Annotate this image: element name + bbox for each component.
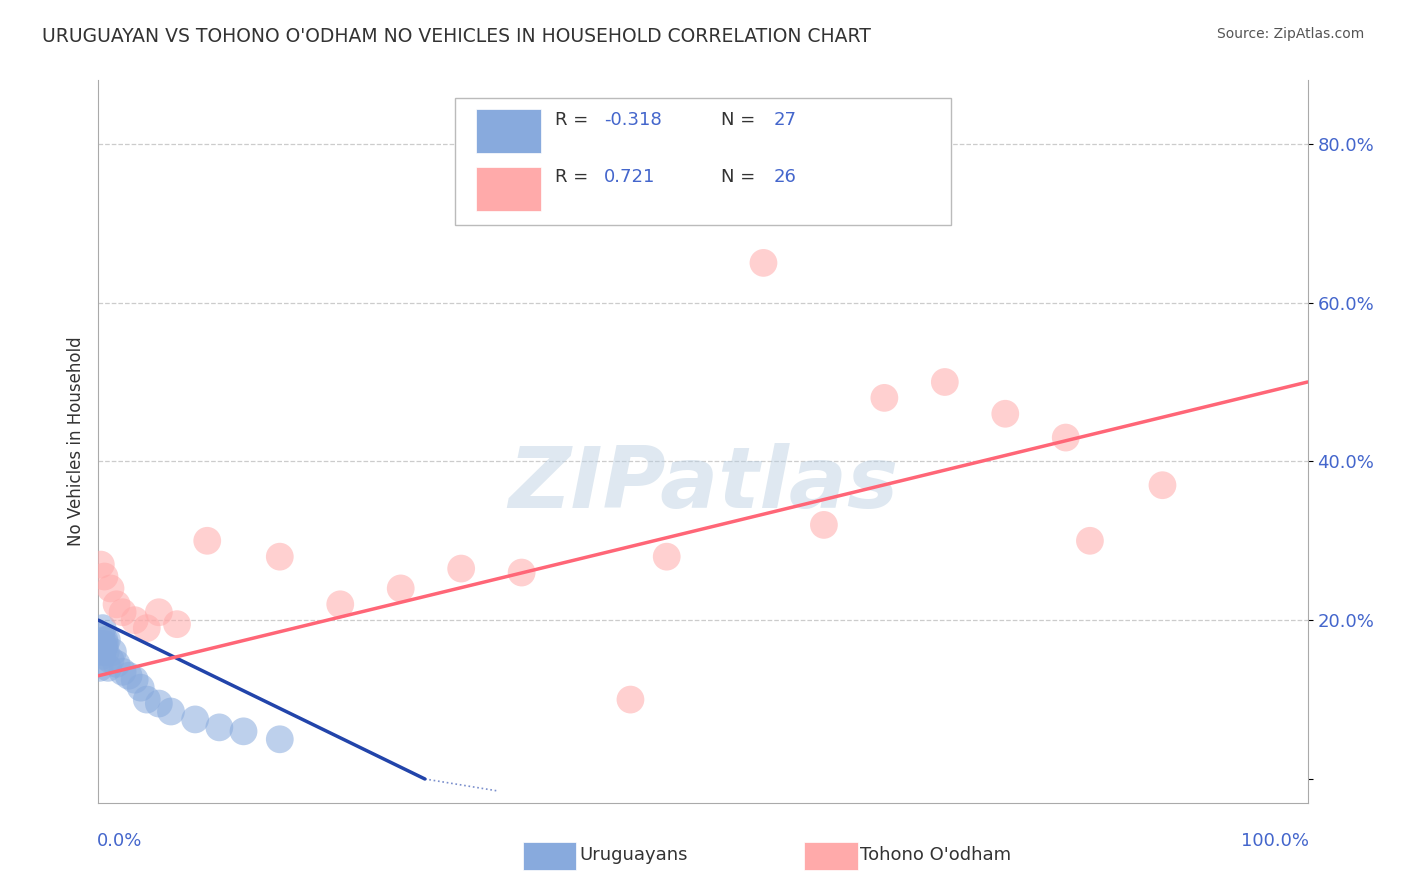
Point (91, 637, 114, 651)
Point (96, 633, 118, 648)
Y-axis label: No Vehicles in Household: No Vehicles in Household (66, 336, 84, 547)
Point (619, 692, 641, 706)
Point (135, 621, 157, 635)
Text: 0.721: 0.721 (603, 169, 655, 186)
Point (195, 533, 218, 548)
Point (1078, 533, 1101, 548)
Point (329, 597, 352, 611)
Point (135, 692, 157, 706)
FancyBboxPatch shape (456, 98, 950, 225)
Text: N =: N = (721, 111, 761, 128)
Text: 100.0%: 100.0% (1240, 832, 1309, 850)
Point (148, 605, 170, 619)
Text: Tohono O'odham: Tohono O'odham (860, 847, 1011, 864)
Point (232, 724, 254, 739)
Point (93, 633, 115, 648)
Text: -0.318: -0.318 (603, 111, 662, 128)
Text: Uruguayans: Uruguayans (579, 847, 688, 864)
Point (89, 637, 111, 651)
Text: 26: 26 (773, 169, 796, 186)
Text: R =: R = (555, 169, 600, 186)
Point (547, 200, 569, 214)
Text: N =: N = (721, 169, 761, 186)
Point (450, 561, 472, 575)
Point (166, 617, 188, 632)
Point (90, 645, 112, 659)
Text: Source: ZipAtlas.com: Source: ZipAtlas.com (1216, 27, 1364, 41)
Point (873, 391, 896, 405)
Point (105, 597, 128, 611)
Text: 27: 27 (773, 111, 796, 128)
Point (89, 661, 111, 675)
Point (148, 697, 170, 711)
Point (813, 517, 835, 532)
Point (91, 648, 114, 663)
Point (93, 640, 115, 655)
Point (111, 665, 134, 679)
Point (994, 407, 1017, 421)
Text: ZIPatlas: ZIPatlas (508, 443, 898, 526)
Point (124, 673, 146, 687)
Point (100, 582, 122, 596)
Point (934, 375, 956, 389)
Point (1152, 478, 1174, 492)
Point (752, 256, 775, 270)
Point (118, 669, 141, 683)
Point (91, 621, 114, 635)
Point (655, 549, 678, 564)
FancyBboxPatch shape (475, 167, 541, 211)
Point (111, 605, 134, 619)
Point (510, 566, 533, 580)
Point (97, 661, 120, 675)
Point (184, 713, 207, 727)
Point (101, 645, 124, 659)
Point (129, 681, 152, 695)
Point (94, 645, 117, 659)
FancyBboxPatch shape (475, 109, 541, 153)
Text: URUGUAYAN VS TOHONO O'ODHAM NO VEHICLES IN HOUSEHOLD CORRELATION CHART: URUGUAYAN VS TOHONO O'ODHAM NO VEHICLES … (42, 27, 872, 45)
Point (90, 558, 112, 572)
Point (93, 569, 115, 583)
Point (124, 613, 146, 627)
Point (94, 637, 117, 651)
Point (90, 629, 112, 643)
Point (389, 582, 412, 596)
Point (105, 657, 128, 671)
Point (160, 705, 183, 719)
Point (100, 653, 122, 667)
Point (1054, 431, 1077, 445)
Point (269, 732, 291, 747)
Point (269, 549, 291, 564)
Text: 0.0%: 0.0% (97, 832, 142, 850)
Point (208, 720, 231, 734)
Text: R =: R = (555, 111, 595, 128)
